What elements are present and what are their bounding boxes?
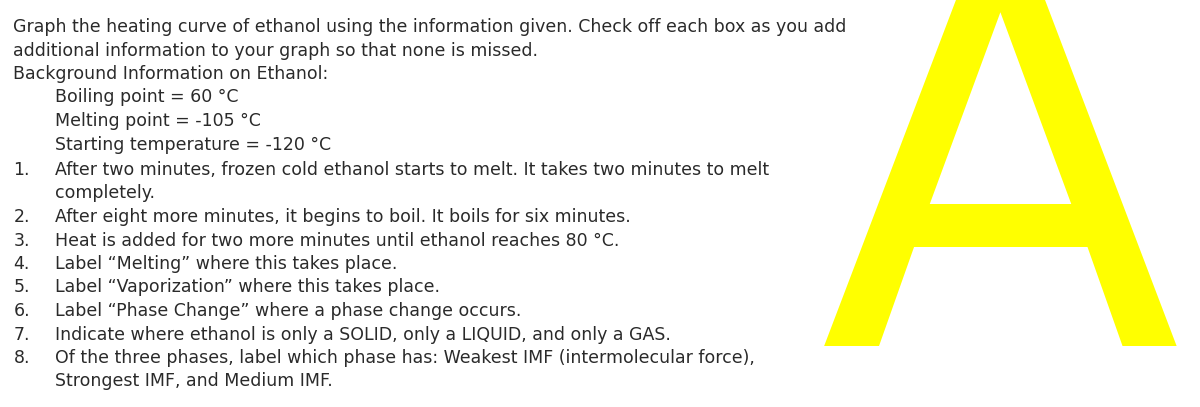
Text: Label “Phase Change” where a phase change occurs.: Label “Phase Change” where a phase chang…	[55, 302, 521, 320]
Text: 7.: 7.	[13, 326, 30, 344]
Text: Graph the heating curve of ethanol using the information given. Check off each b: Graph the heating curve of ethanol using…	[13, 18, 846, 36]
Text: Label “Melting” where this takes place.: Label “Melting” where this takes place.	[55, 255, 397, 273]
Text: 1.: 1.	[13, 161, 30, 179]
Text: 5.: 5.	[13, 278, 30, 297]
Text: 4.: 4.	[13, 255, 30, 273]
Text: Of the three phases, label which phase has: Weakest IMF (intermolecular force),: Of the three phases, label which phase h…	[55, 349, 755, 367]
Text: Strongest IMF, and Medium IMF.: Strongest IMF, and Medium IMF.	[55, 372, 332, 390]
Text: 8.: 8.	[13, 349, 30, 367]
Text: After two minutes, frozen cold ethanol starts to melt. It takes two minutes to m: After two minutes, frozen cold ethanol s…	[55, 161, 769, 179]
Text: 6.: 6.	[13, 302, 30, 320]
Text: additional information to your graph so that none is missed.: additional information to your graph so …	[13, 42, 538, 59]
Text: Melting point = -105 °C: Melting point = -105 °C	[55, 112, 260, 130]
Text: completely.: completely.	[55, 184, 155, 203]
Text: A: A	[820, 0, 1181, 407]
Text: Label “Vaporization” where this takes place.: Label “Vaporization” where this takes pl…	[55, 278, 440, 297]
Text: 3.: 3.	[13, 232, 30, 249]
Text: Background Information on Ethanol:: Background Information on Ethanol:	[13, 65, 329, 83]
Text: Boiling point = 60 °C: Boiling point = 60 °C	[55, 88, 239, 107]
Text: Indicate where ethanol is only a SOLID, only a LIQUID, and only a GAS.: Indicate where ethanol is only a SOLID, …	[55, 326, 671, 344]
Text: Heat is added for two more minutes until ethanol reaches 80 °C.: Heat is added for two more minutes until…	[55, 232, 619, 249]
Text: Starting temperature = -120 °C: Starting temperature = -120 °C	[55, 136, 331, 153]
Text: 2.: 2.	[13, 208, 30, 226]
Text: After eight more minutes, it begins to boil. It boils for six minutes.: After eight more minutes, it begins to b…	[55, 208, 631, 226]
